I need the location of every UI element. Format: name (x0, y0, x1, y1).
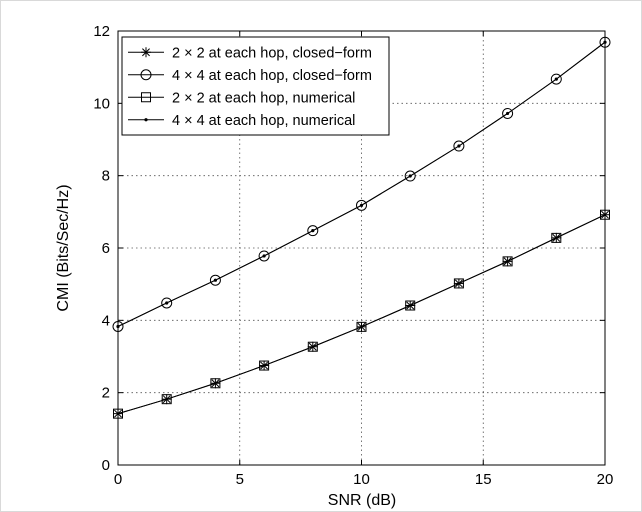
x-axis-label: SNR (dB) (328, 492, 396, 509)
square-marker (307, 341, 318, 352)
circle-marker (502, 107, 514, 119)
legend-entry: 4 × 4 at each hop, closed−form (128, 68, 372, 84)
x-tick-label: 15 (475, 471, 492, 488)
series-4 (116, 40, 607, 329)
y-tick-label: 6 (102, 240, 110, 257)
square-marker (551, 232, 562, 243)
square-marker (161, 394, 172, 405)
circle-marker (356, 199, 367, 211)
dot-marker (554, 77, 558, 81)
square-marker (141, 92, 151, 103)
circle-marker (550, 73, 562, 85)
y-tick-label: 2 (102, 385, 110, 402)
x-tick-label: 0 (114, 471, 122, 488)
square-marker (453, 278, 464, 289)
square-marker (356, 321, 367, 332)
legend-entry: 2 × 2 at each hop, numerical (128, 90, 355, 106)
series-layer (112, 36, 611, 419)
legend: 2 × 2 at each hop, closed−form 4 × 4 at e… (121, 36, 390, 136)
y-tick-label: 12 (93, 23, 110, 40)
legend-box (121, 36, 390, 136)
legend-label: 4 × 4 at each hop, closed−form (172, 68, 372, 84)
circle-marker (258, 250, 270, 262)
circle-marker (404, 170, 416, 182)
circle-marker (453, 140, 465, 152)
legend-label: 2 × 2 at each hop, numerical (172, 90, 355, 106)
series-line (117, 214, 606, 415)
y-tick-label: 0 (102, 457, 110, 474)
dot-marker (408, 174, 412, 178)
square-marker (502, 256, 513, 267)
dot-marker (359, 203, 364, 207)
dot-marker (311, 229, 315, 233)
star-marker (141, 47, 151, 58)
legend-entry: 4 × 4 at each hop, numerical (128, 113, 355, 129)
dot-marker (144, 118, 148, 122)
x-tick-label: 20 (597, 471, 614, 488)
circle-marker (161, 297, 173, 309)
y-tick-label: 4 (102, 312, 110, 329)
square-marker (259, 360, 270, 371)
circle-marker (307, 225, 319, 237)
tick-labels: 0 5 10 15 20 0 2 4 6 8 10 12 (93, 23, 613, 488)
circle-marker (209, 274, 221, 286)
dot-marker (213, 278, 217, 282)
dot-marker (506, 111, 510, 116)
circle-marker (140, 69, 152, 81)
legend-entry: 2 × 2 at each hop, closed−form (128, 45, 372, 61)
square-marker (210, 378, 221, 389)
y-tick-label: 10 (93, 95, 110, 112)
x-tick-label: 5 (236, 471, 244, 488)
legend-label: 2 × 2 at each hop, closed−form (172, 45, 372, 61)
x-tick-label: 10 (353, 471, 370, 488)
y-tick-label: 8 (102, 168, 110, 185)
axes (117, 30, 606, 466)
legend-label: 4 × 4 at each hop, numerical (172, 113, 355, 129)
y-axis-label: CMI (Bits/Sec/Hz) (55, 184, 72, 311)
dot-marker (262, 254, 266, 258)
dot-marker (165, 301, 169, 305)
dot-marker (457, 144, 461, 148)
square-marker (405, 300, 416, 311)
